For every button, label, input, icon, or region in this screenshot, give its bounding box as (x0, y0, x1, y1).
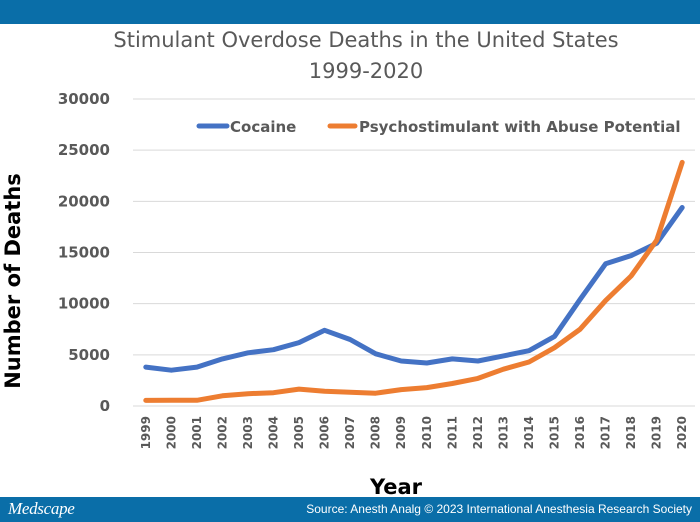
x-tick-label: 2013 (496, 416, 510, 449)
x-tick-label: 2006 (318, 416, 332, 449)
y-tick-label: 25000 (58, 141, 110, 159)
medscape-logo: Medscape (8, 499, 75, 518)
chart-subtitle: 1999-2020 (309, 59, 423, 83)
x-tick-label: 2017 (599, 416, 613, 449)
y-tick-label: 20000 (58, 192, 110, 210)
x-tick-label: 2002 (215, 416, 229, 449)
x-tick-label: 2020 (675, 416, 689, 449)
y-tick-label: 10000 (58, 295, 110, 313)
x-tick-label: 2009 (394, 416, 408, 449)
x-tick-label: 2019 (650, 416, 664, 449)
y-tick-label: 30000 (58, 90, 110, 108)
x-tick-label: 2015 (548, 416, 562, 449)
chart: Stimulant Overdose Deaths in the United … (1, 28, 695, 497)
x-tick-label: 2007 (343, 416, 357, 449)
x-tick-label: 2005 (292, 416, 306, 449)
y-tick-label: 5000 (68, 346, 110, 364)
y-tick-label: 15000 (58, 244, 110, 262)
x-tick-label: 2004 (267, 416, 281, 449)
x-tick-label: 2001 (190, 416, 204, 449)
top-banner (0, 0, 700, 24)
y-tick-label: 0 (100, 397, 110, 415)
chart-title: Stimulant Overdose Deaths in the United … (113, 28, 618, 52)
x-axis-label: Year (369, 475, 423, 497)
source-credit: Source: Anesth Analg © 2023 Internationa… (306, 502, 692, 516)
legend-label: Cocaine (230, 118, 296, 136)
series-line-1 (143, 159, 685, 403)
legend-label: Psychostimulant with Abuse Potential (359, 118, 681, 136)
y-axis-label: Number of Deaths (1, 173, 25, 389)
x-tick-label: 2014 (522, 416, 536, 449)
x-tick-label: 2018 (624, 416, 638, 449)
x-tick-label: 2010 (420, 416, 434, 449)
x-tick-label: 2016 (573, 416, 587, 449)
series-line-0 (143, 205, 685, 373)
x-tick-label: 2003 (241, 416, 255, 449)
x-tick-label: 2012 (471, 416, 485, 449)
x-tick-label: 1999 (139, 416, 153, 449)
x-tick-label: 2000 (164, 416, 178, 449)
bottom-banner: Medscape Source: Anesth Analg © 2023 Int… (0, 497, 700, 522)
x-tick-label: 2008 (369, 416, 383, 449)
x-tick-label: 2011 (445, 416, 459, 449)
